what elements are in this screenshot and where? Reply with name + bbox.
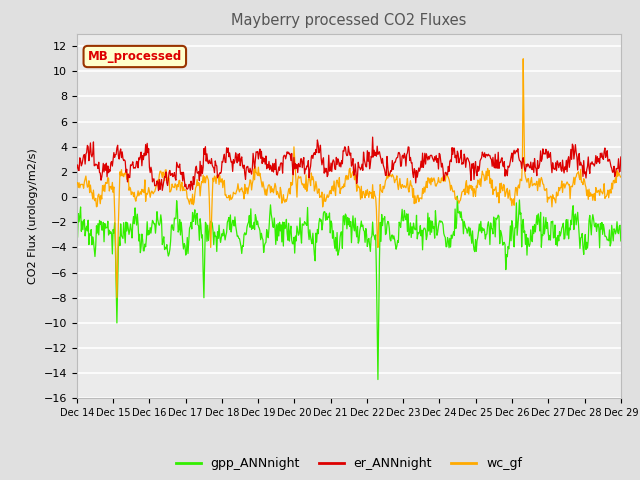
Legend: gpp_ANNnight, er_ANNnight, wc_gf: gpp_ANNnight, er_ANNnight, wc_gf [171,452,527,475]
Y-axis label: CO2 Flux (urology/m2/s): CO2 Flux (urology/m2/s) [28,148,38,284]
Title: Mayberry processed CO2 Fluxes: Mayberry processed CO2 Fluxes [231,13,467,28]
Text: MB_processed: MB_processed [88,50,182,63]
